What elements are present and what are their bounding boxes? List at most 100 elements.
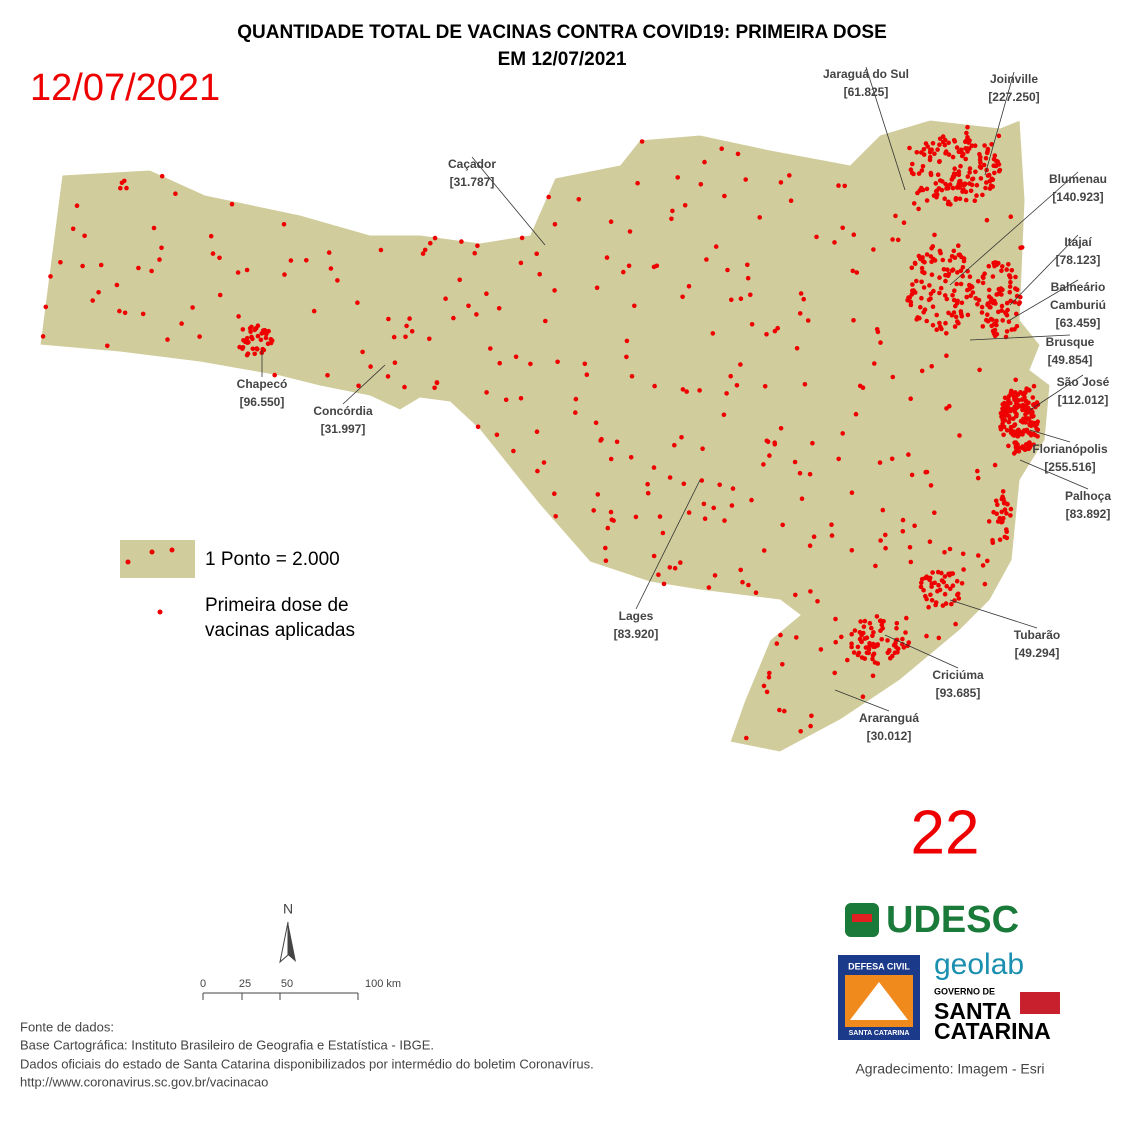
dot — [956, 320, 961, 326]
dot — [851, 318, 856, 323]
dot — [244, 335, 250, 341]
dot — [1019, 397, 1025, 402]
dot — [965, 124, 970, 130]
dot — [801, 296, 806, 302]
dot — [260, 346, 266, 352]
dot — [645, 490, 651, 496]
dot — [157, 257, 162, 262]
dot — [832, 240, 837, 245]
dot — [933, 189, 939, 194]
dot — [767, 453, 772, 458]
legend-dot — [169, 547, 175, 553]
dot — [883, 545, 888, 551]
dot — [48, 274, 53, 279]
dot — [252, 351, 257, 357]
dot — [853, 411, 859, 417]
dot — [245, 340, 250, 346]
dot — [829, 522, 834, 527]
dot — [740, 579, 745, 585]
dot — [1020, 420, 1026, 425]
dot — [947, 182, 953, 187]
dot — [1023, 406, 1028, 411]
leader-line — [984, 71, 1015, 176]
leader-line — [1009, 234, 1079, 306]
dot — [1006, 319, 1012, 325]
dot — [996, 133, 1002, 139]
dot — [472, 250, 478, 256]
dot — [939, 187, 945, 193]
city-name: São José — [1057, 375, 1110, 389]
city-name: Itajaí — [1064, 235, 1092, 249]
dot — [1003, 310, 1008, 315]
dot — [721, 412, 727, 418]
dot — [98, 262, 104, 268]
dot — [942, 142, 948, 148]
dot — [1031, 402, 1036, 408]
dot — [794, 635, 799, 640]
dot — [780, 522, 785, 528]
dot — [775, 325, 780, 331]
dot — [679, 435, 684, 440]
dot — [1016, 445, 1021, 450]
scale-ticks — [202, 993, 359, 1000]
dot — [466, 303, 471, 309]
dot — [761, 462, 766, 467]
dot — [159, 173, 165, 179]
dot — [980, 563, 986, 568]
dot — [915, 315, 920, 320]
dot — [917, 188, 922, 193]
dot — [680, 294, 685, 300]
dot — [890, 237, 895, 242]
dot — [654, 263, 660, 269]
dot — [778, 426, 784, 431]
dot — [738, 296, 744, 302]
dot — [982, 581, 988, 587]
dot — [858, 619, 863, 624]
dot — [999, 303, 1005, 309]
dot — [920, 269, 925, 275]
dot — [43, 304, 49, 310]
dot — [1006, 400, 1011, 406]
dot — [808, 589, 813, 594]
dot — [1007, 416, 1013, 421]
dot — [999, 292, 1004, 297]
dot — [811, 534, 817, 539]
dot — [924, 252, 930, 257]
dot — [420, 251, 426, 256]
city-value: [112.012] — [1058, 393, 1109, 407]
dot — [978, 160, 983, 165]
legend-dot — [125, 559, 131, 565]
dot — [958, 163, 963, 169]
dot — [840, 431, 845, 436]
dot — [924, 186, 930, 192]
dot — [969, 143, 975, 148]
dot — [259, 331, 265, 336]
dot — [451, 315, 456, 321]
dot — [907, 545, 913, 550]
dot — [999, 509, 1004, 515]
dot — [675, 175, 680, 180]
dot — [475, 424, 481, 430]
dot — [728, 373, 733, 379]
dot — [807, 543, 813, 548]
dot — [335, 278, 340, 283]
city-value: [255.516] — [1044, 460, 1095, 474]
city-name: Palhoça — [1065, 489, 1111, 503]
dot — [946, 310, 951, 316]
dot — [895, 650, 900, 655]
dot — [910, 282, 915, 287]
dot — [682, 203, 688, 208]
dot — [1016, 449, 1022, 454]
dot — [883, 532, 888, 538]
dot — [985, 301, 991, 307]
dot — [669, 216, 674, 222]
dot — [1008, 392, 1014, 397]
dot — [1004, 529, 1009, 534]
dot — [935, 172, 941, 177]
dot — [942, 196, 947, 201]
dot — [1008, 425, 1014, 430]
dot — [857, 383, 863, 389]
udesc-icon — [852, 914, 872, 922]
dot — [940, 134, 946, 139]
dot — [942, 550, 947, 555]
